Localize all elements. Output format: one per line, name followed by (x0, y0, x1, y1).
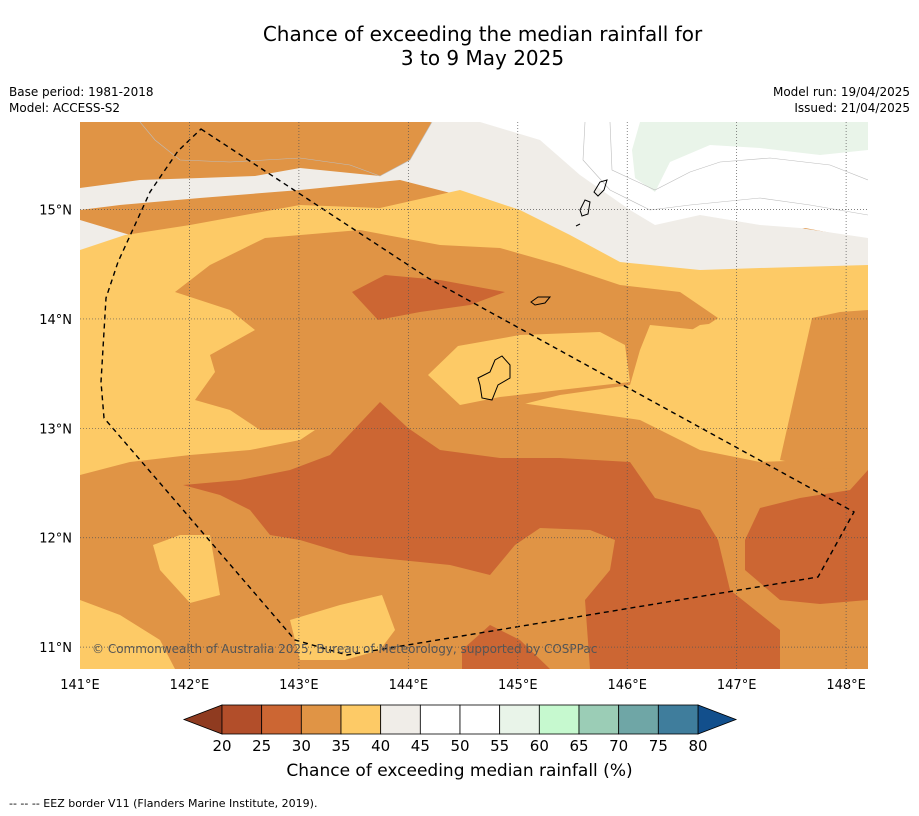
colorbar: 20 25 30 35 40 45 50 55 60 65 70 75 80 (182, 704, 738, 755)
region-35-40-guam (428, 332, 630, 405)
colorbar-tick-label: 60 (530, 737, 549, 755)
colorbar-tick-label: 20 (212, 737, 231, 755)
lat-tick-label: 11°N (39, 641, 72, 656)
colorbar-over-arrow (697, 704, 738, 735)
colorbar-segment (419, 704, 461, 735)
colorbar-tick-label: 40 (371, 737, 390, 755)
colorbar-tick-label: 30 (292, 737, 311, 755)
lat-tick-label: 13°N (39, 422, 72, 437)
lon-tick-label: 144°E (389, 678, 429, 693)
region-35-40-sw2 (80, 600, 175, 669)
colorbar-tick-label: 75 (649, 737, 668, 755)
colorbar-tick-label: 70 (609, 737, 628, 755)
colorbar-tick-label: 55 (490, 737, 509, 755)
map-axis-ticks: 141°E 142°E 143°E 144°E 145°E 146°E 147°E 148°E… (39, 204, 866, 693)
map-gridlines (80, 122, 868, 669)
region-55-60 (632, 122, 868, 192)
lon-tick-label: 147°E (717, 678, 757, 693)
colorbar-tick-label: 45 (411, 737, 430, 755)
region-25-30-south (183, 402, 780, 669)
model-run-text: Model run: 19/04/2025 (772, 85, 910, 99)
colorbar-segment (618, 704, 659, 735)
lon-tick-label: 148°E (826, 678, 866, 693)
lon-tick-label: 142°E (170, 678, 210, 693)
region-35-40-sw (153, 535, 220, 603)
title-line-2: 3 to 9 May 2025 (400, 46, 565, 70)
colorbar-under-arrow (182, 704, 223, 735)
colorbar-segment (499, 704, 540, 735)
meta-right: Model run: 19/04/2025 Issued: 21/04/2025 (773, 84, 910, 116)
colorbar-tick-label: 65 (569, 737, 588, 755)
eez-legend-note: -- -- -- EEZ border V11 (Flanders Marine… (9, 797, 318, 810)
chart-title: Chance of exceeding the median rainfall … (0, 22, 919, 70)
copyright-text: © Commonwealth of Australia 2025, Bureau… (92, 642, 597, 656)
region-35-40-s (290, 595, 395, 660)
colorbar-segment (340, 704, 382, 735)
colorbar-tick-label: 50 (450, 737, 469, 755)
colorbar-segment (538, 704, 580, 735)
colorbar-segment (459, 704, 501, 735)
colorbar-segment (261, 704, 302, 735)
region-25-30-north (352, 275, 505, 320)
title-line-1: Chance of exceeding the median rainfall … (262, 22, 703, 46)
lon-tick-label: 146°E (607, 678, 647, 693)
colorbar-segment (300, 704, 342, 735)
model-text: Model: ACCESS-S2 (9, 101, 121, 115)
lat-tick-label: 14°N (39, 313, 72, 328)
rainfall-map (80, 122, 868, 669)
colorbar-tick-label: 35 (331, 737, 350, 755)
colorbar-tick-label: 25 (252, 737, 271, 755)
lon-tick-label: 141°E (60, 678, 100, 693)
colorbar-segment (221, 704, 263, 735)
lat-tick-label: 12°N (39, 532, 72, 547)
region-30-35-inner (175, 230, 718, 440)
lat-tick-label: 15°N (39, 204, 72, 219)
base-period-text: Base period: 1981-2018 (9, 85, 154, 99)
colorbar-segment (657, 704, 699, 735)
lon-tick-label: 143°E (279, 678, 319, 693)
colorbar-segment (578, 704, 620, 735)
colorbar-label: Chance of exceeding median rainfall (%) (286, 761, 633, 781)
meta-left: Base period: 1981-2018 Model: ACCESS-S2 (9, 84, 154, 116)
lon-tick-label: 145°E (498, 678, 538, 693)
issued-text: Issued: 21/04/2025 (794, 101, 910, 115)
eez-border (100, 128, 855, 656)
colorbar-segment (380, 704, 421, 735)
colorbar-tick-label: 80 (688, 737, 707, 755)
